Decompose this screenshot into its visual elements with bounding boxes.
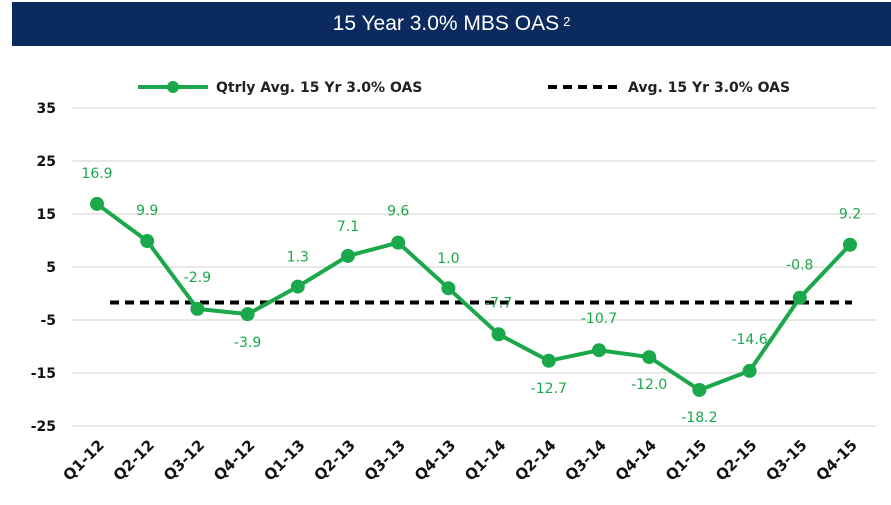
data-point [290,279,305,294]
data-label: 9.2 [839,207,861,223]
data-label: 16.9 [81,166,112,182]
data-point [792,290,807,305]
x-tick-label: Q4-15 [813,436,861,484]
data-point [341,248,355,263]
series-polyline [95,202,852,392]
data-point [742,363,757,378]
chart-title-bar: 15 Year 3.0% MBS OAS 2 [12,2,891,46]
data-label: -10.7 [581,311,617,327]
data-labels: 16.9 9.9 -2.9 -3.9 1.3 7.1 9.6 1.0 -7.7 -12.7 -10.… [81,166,861,426]
data-label: -0.8 [786,258,813,274]
data-label: 9.9 [136,203,158,219]
data-point [140,234,155,249]
y-tick-label: -25 [31,419,56,435]
x-tick-label: Q4-13 [411,436,459,484]
y-axis-tick-labels: 35 25 15 5 -5 -15 -25 [31,101,56,435]
x-tick-label: Q3-14 [562,436,610,484]
data-point [240,307,255,322]
title-footnote-marker: 2 [563,13,571,29]
data-label: -12.0 [631,377,667,393]
series-line [95,202,852,392]
x-tick-label: Q1-12 [60,436,108,484]
x-tick-label: Q3-13 [361,436,409,484]
x-tick-label: Q4-14 [612,436,660,484]
x-tick-label: Q1-13 [260,436,308,484]
y-tick-label: 25 [37,154,56,170]
data-label: -3.9 [234,335,261,351]
data-point [843,237,857,252]
x-tick-label: Q1-15 [662,436,710,484]
data-point [441,281,456,296]
gridlines [72,107,876,427]
y-tick-label: -5 [40,313,56,329]
x-tick-label: Q2-13 [311,436,359,484]
data-label: -7.7 [485,295,512,311]
data-label: -12.7 [531,381,567,397]
data-point [692,382,707,397]
legend-average-label: Avg. 15 Yr 3.0% OAS [628,80,790,96]
data-point [190,301,205,316]
y-tick-label: 35 [37,101,56,117]
x-tick-label: Q4-12 [210,436,258,484]
x-tick-label: Q1-14 [461,436,509,484]
legend-series-label: Qtrly Avg. 15 Yr 3.0% OAS [216,80,422,96]
data-label: 9.6 [387,204,409,220]
data-point [491,327,506,342]
y-tick-label: 15 [37,207,56,223]
y-tick-label: 5 [46,260,56,276]
chart-title: 15 Year 3.0% MBS OAS [332,12,560,35]
x-tick-label: Q2-14 [511,436,559,484]
data-point [642,350,657,365]
data-label: -18.2 [681,410,717,426]
data-point [391,235,406,250]
x-tick-label: Q2-12 [110,436,158,484]
data-point [90,196,104,211]
legend: Qtrly Avg. 15 Yr 3.0% OAS Avg. 15 Yr 3.0… [138,80,790,96]
y-tick-label: -15 [31,366,56,382]
data-label: -2.9 [184,270,211,286]
data-point [592,343,606,358]
data-label: 1.0 [437,251,459,267]
data-point [541,353,556,368]
data-label: 7.1 [337,219,359,235]
series-markers [90,196,857,397]
data-label: -14.6 [731,332,767,348]
x-tick-label: Q3-12 [160,436,208,484]
data-label: 1.3 [287,250,309,266]
legend-series-marker [167,81,179,93]
x-tick-label: Q2-15 [712,436,760,484]
x-tick-label: Q3-15 [762,436,810,484]
x-axis-tick-labels: Q1-12 Q2-12 Q3-12 Q4-12 Q1-13 Q2-13 Q3-13 Q4-13… [60,436,861,484]
